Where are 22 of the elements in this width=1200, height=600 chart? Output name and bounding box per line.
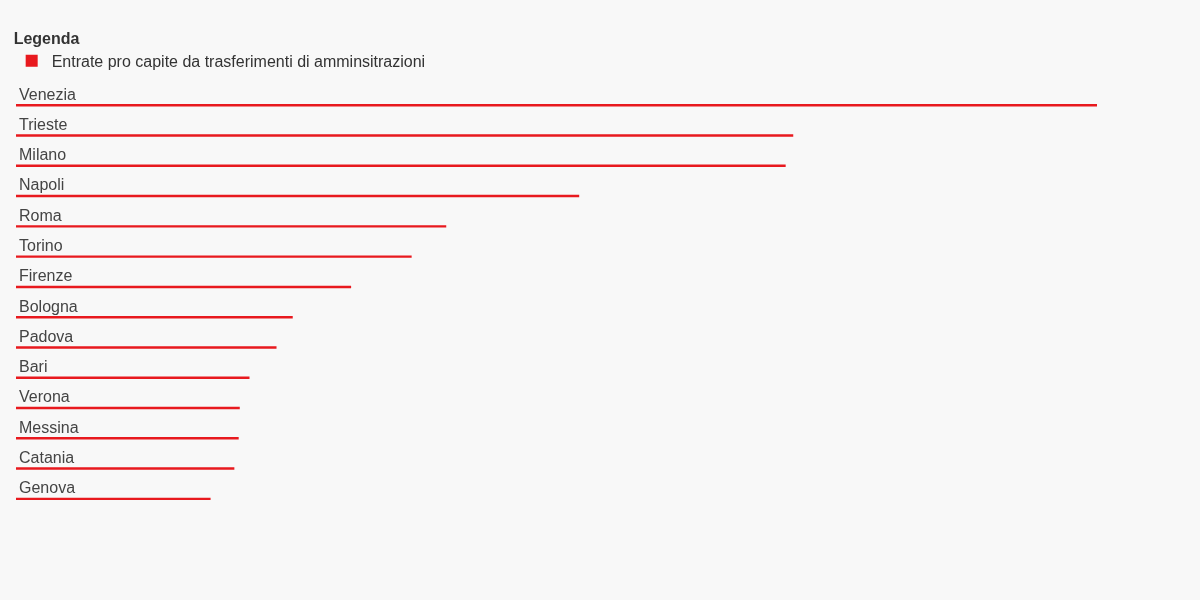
y-tick-label: Messina bbox=[19, 418, 79, 436]
y-tick-label: Milano bbox=[19, 146, 67, 164]
bar bbox=[16, 467, 235, 470]
y-tick-label: Roma bbox=[19, 206, 62, 224]
y-tick-label: Napoli bbox=[19, 176, 65, 194]
y-tick-label: Catania bbox=[19, 448, 75, 466]
legend-label: Entrate pro capite da trasferimenti di amminsitrazioni bbox=[51, 52, 426, 70]
y-tick-label: Bologna bbox=[19, 297, 78, 315]
y-tick-label: Trieste bbox=[19, 115, 68, 133]
legend-title: Legenda bbox=[13, 29, 80, 47]
bar bbox=[16, 255, 412, 258]
bar bbox=[16, 225, 447, 228]
y-tick-label: Torino bbox=[19, 237, 63, 255]
y-tick-label: Genova bbox=[19, 479, 76, 497]
bar bbox=[16, 346, 277, 349]
bar bbox=[16, 134, 794, 137]
y-tick-label: Firenze bbox=[19, 267, 73, 285]
y-tick-label: Padova bbox=[19, 327, 74, 345]
y-tick-label: Venezia bbox=[19, 85, 77, 103]
y-tick-label: Verona bbox=[19, 388, 70, 406]
bar bbox=[16, 437, 239, 440]
y-tick-label: Bari bbox=[19, 358, 48, 376]
